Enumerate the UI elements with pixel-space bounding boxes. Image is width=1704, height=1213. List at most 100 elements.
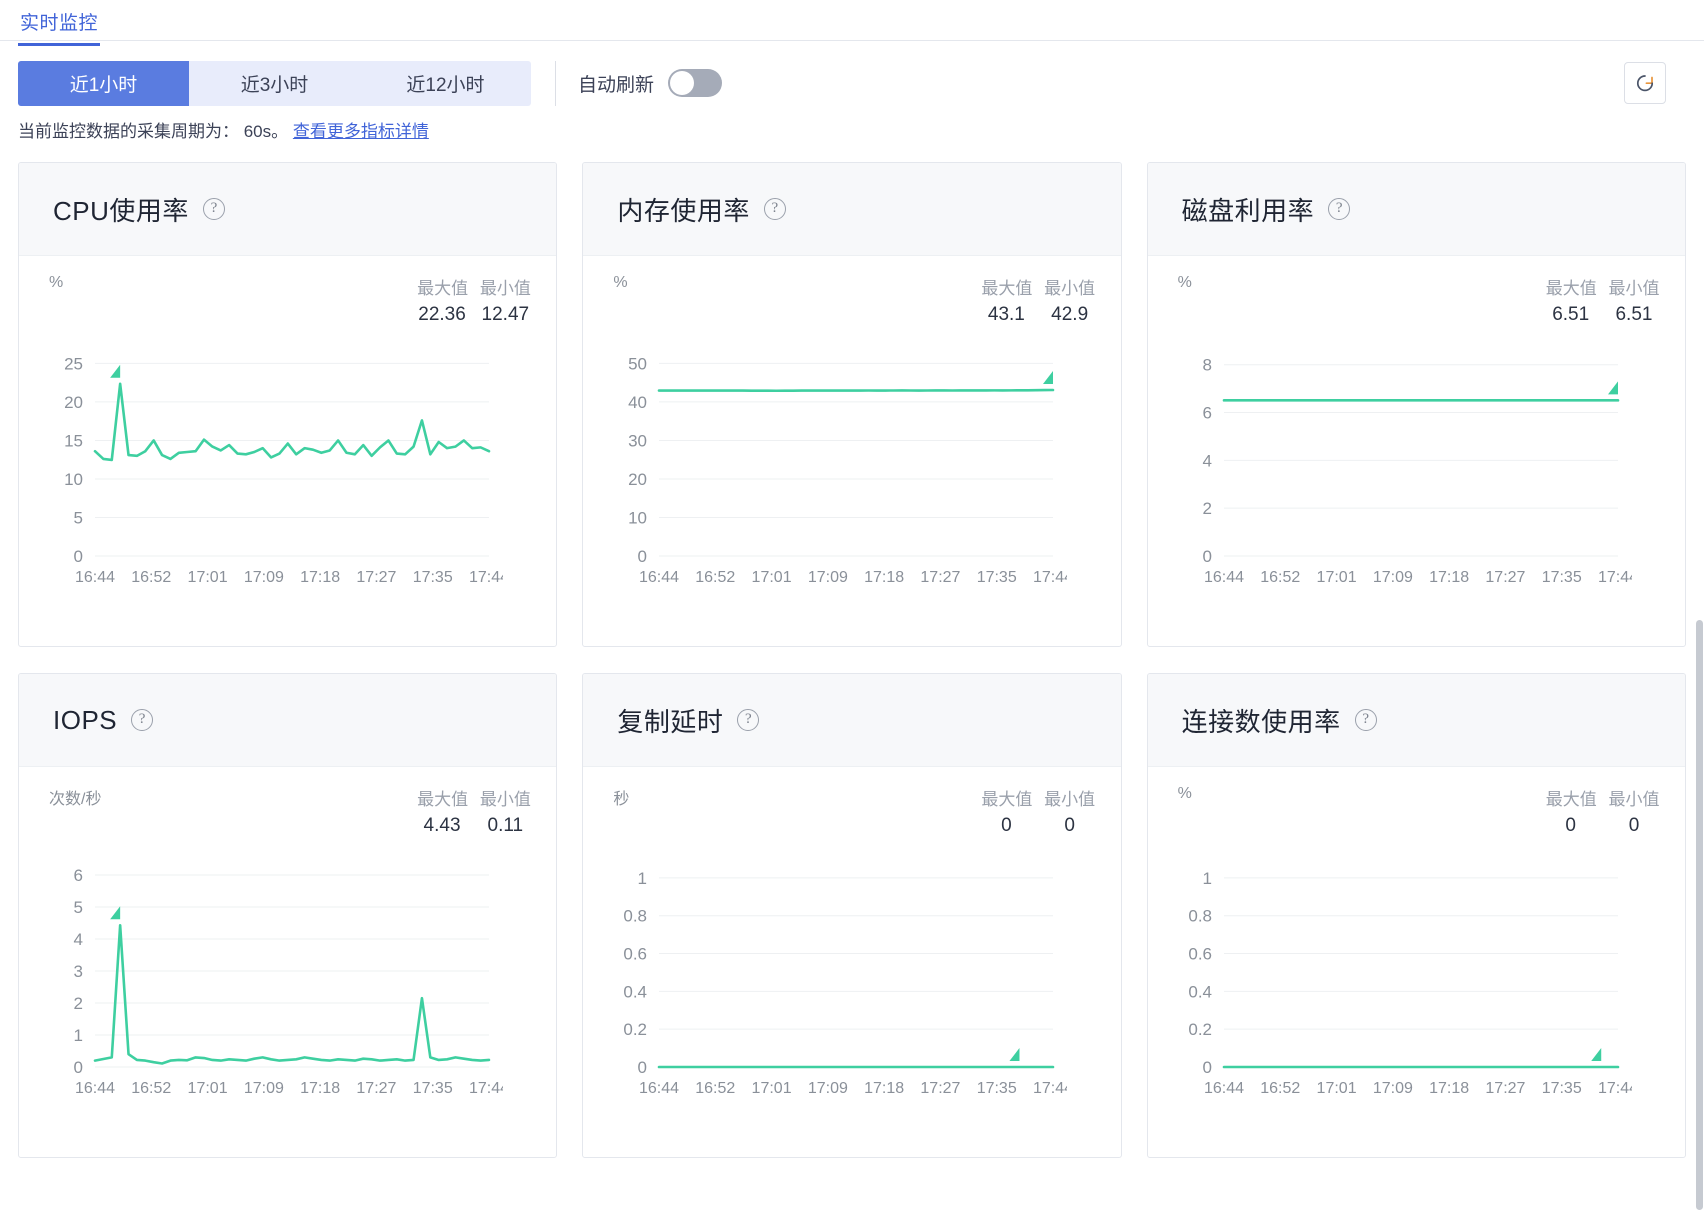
svg-text:5: 5 bbox=[74, 898, 83, 917]
card-meta: 次数/秒 最大值 最小值 4.43 0.11 bbox=[33, 767, 542, 837]
help-icon[interactable]: ? bbox=[1328, 198, 1351, 220]
toolbar-divider bbox=[555, 60, 556, 106]
minmax-values: 0 0 bbox=[977, 815, 1098, 837]
minmax-block: 最大值 最小值 4.43 0.11 bbox=[413, 785, 534, 837]
time-range-1h[interactable]: 近1小时 bbox=[18, 60, 189, 106]
metric-card-replication-delay: 复制延时 ? 秒 最大值 最小值 0 0 bbox=[582, 673, 1122, 1158]
svg-text:17:09: 17:09 bbox=[808, 1080, 848, 1097]
svg-text:16:44: 16:44 bbox=[1204, 569, 1244, 586]
svg-text:17:09: 17:09 bbox=[244, 1080, 284, 1097]
svg-text:25: 25 bbox=[64, 354, 83, 373]
card-body: 秒 最大值 最小值 0 0 0 0.2 0.4 0.6 0.8 1 16:44 16:52 17… bbox=[583, 767, 1120, 1157]
svg-text:17:09: 17:09 bbox=[808, 569, 848, 586]
minmax-values: 43.1 42.9 bbox=[977, 304, 1098, 326]
min-header: 最小值 bbox=[1044, 790, 1096, 809]
tab-realtime-monitoring[interactable]: 实时监控 bbox=[18, 2, 101, 46]
svg-text:50: 50 bbox=[628, 354, 647, 373]
line-chart[interactable]: 0 1 2 3 4 5 6 16:44 16:52 17:01 17:09 17:18 17:27 17:… bbox=[33, 847, 542, 1107]
max-value: 0 bbox=[1001, 815, 1012, 836]
card-title: 复制延时 bbox=[617, 706, 724, 737]
svg-text:16:52: 16:52 bbox=[1260, 1080, 1300, 1097]
svg-text:17:09: 17:09 bbox=[1372, 1080, 1412, 1097]
svg-text:17:01: 17:01 bbox=[752, 569, 792, 586]
line-chart[interactable]: 0 0.2 0.4 0.6 0.8 1 16:44 16:52 17:01 17:09 17:18 1… bbox=[597, 847, 1106, 1107]
svg-text:0: 0 bbox=[74, 1058, 83, 1077]
svg-text:40: 40 bbox=[628, 393, 647, 412]
max-header: 最大值 bbox=[981, 279, 1033, 298]
svg-text:17:35: 17:35 bbox=[1541, 1080, 1581, 1097]
minmax-block: 最大值 最小值 0 0 bbox=[1542, 785, 1663, 837]
card-header: IOPS ? bbox=[19, 674, 557, 767]
svg-text:17:09: 17:09 bbox=[244, 569, 284, 586]
card-title: 磁盘利用率 bbox=[1181, 195, 1315, 226]
minmax-block: 最大值 最小值 6.51 6.51 bbox=[1542, 274, 1663, 326]
line-chart[interactable]: 0 0.2 0.4 0.6 0.8 1 16:44 16:52 17:01 17:09 17:18 1… bbox=[1162, 847, 1671, 1107]
toggle-knob bbox=[670, 71, 695, 95]
help-icon[interactable]: ? bbox=[131, 709, 154, 731]
min-value: 0.11 bbox=[487, 815, 524, 836]
auto-refresh-toggle[interactable] bbox=[668, 69, 723, 97]
refresh-icon bbox=[1636, 75, 1654, 92]
svg-text:0: 0 bbox=[1202, 547, 1211, 566]
svg-text:0.8: 0.8 bbox=[1188, 907, 1212, 926]
svg-text:2: 2 bbox=[74, 994, 83, 1013]
refresh-button[interactable] bbox=[1624, 62, 1666, 104]
svg-text:17:44: 17:44 bbox=[1033, 1080, 1067, 1097]
min-header: 最小值 bbox=[479, 279, 531, 298]
help-icon[interactable]: ? bbox=[737, 709, 760, 731]
card-meta: % 最大值 最小值 0 0 bbox=[1162, 767, 1671, 837]
minmax-block: 最大值 最小值 22.36 12.47 bbox=[413, 274, 534, 326]
help-icon[interactable]: ? bbox=[202, 198, 225, 220]
svg-text:6: 6 bbox=[1202, 404, 1211, 423]
max-value: 4.43 bbox=[423, 815, 461, 836]
svg-text:16:44: 16:44 bbox=[75, 569, 115, 586]
svg-text:17:35: 17:35 bbox=[977, 1080, 1017, 1097]
line-chart[interactable]: 0 5 10 15 20 25 16:44 16:52 17:01 17:09 17:18 17:27… bbox=[33, 336, 542, 596]
scrollbar-thumb[interactable] bbox=[1696, 620, 1703, 1210]
page-scrollbar[interactable] bbox=[1695, 0, 1704, 1213]
toolbar: 近1小时 近3小时 近12小时 自动刷新 bbox=[0, 41, 1704, 125]
card-title: CPU使用率 bbox=[53, 195, 189, 226]
max-header: 最大值 bbox=[981, 790, 1033, 809]
svg-text:0.6: 0.6 bbox=[624, 945, 648, 964]
more-metrics-link[interactable]: 查看更多指标详情 bbox=[292, 122, 429, 141]
card-header: 磁盘利用率 ? bbox=[1147, 163, 1685, 256]
svg-text:17:35: 17:35 bbox=[413, 1080, 453, 1097]
svg-text:0.4: 0.4 bbox=[1188, 982, 1212, 1001]
time-range-3h[interactable]: 近3小时 bbox=[240, 74, 309, 96]
svg-text:17:44: 17:44 bbox=[469, 1080, 503, 1097]
min-value: 0 bbox=[1064, 815, 1075, 836]
svg-text:0.2: 0.2 bbox=[1188, 1020, 1212, 1039]
svg-text:17:27: 17:27 bbox=[1485, 1080, 1525, 1097]
card-header: 复制延时 ? bbox=[583, 674, 1121, 767]
help-icon[interactable]: ? bbox=[763, 198, 786, 220]
unit-label: % bbox=[1177, 274, 1192, 291]
max-value: 22.36 bbox=[418, 304, 466, 325]
unit-label: % bbox=[1177, 785, 1192, 802]
svg-text:6: 6 bbox=[74, 866, 83, 885]
time-range-12h[interactable]: 近12小时 bbox=[406, 74, 485, 96]
metrics-grid: CPU使用率 ? % 最大值 最小值 22.36 12.47 bbox=[0, 162, 1704, 1158]
line-chart[interactable]: 0 10 20 30 40 50 16:44 16:52 17:01 17:09 17:18 17:2… bbox=[597, 336, 1106, 596]
svg-text:17:35: 17:35 bbox=[1541, 569, 1581, 586]
min-value: 42.9 bbox=[1051, 304, 1089, 325]
metric-card-iops: IOPS ? 次数/秒 最大值 最小值 4.43 0.11 bbox=[18, 673, 558, 1158]
card-meta: % 最大值 最小值 22.36 12.47 bbox=[33, 256, 542, 326]
metric-card-connection-usage: 连接数使用率 ? % 最大值 最小值 0 0 bbox=[1146, 673, 1686, 1158]
tab-bar: 实时监控 bbox=[0, 0, 1704, 46]
svg-text:17:09: 17:09 bbox=[1372, 569, 1412, 586]
card-header: CPU使用率 ? bbox=[19, 163, 557, 256]
svg-text:17:44: 17:44 bbox=[469, 569, 503, 586]
svg-text:16:44: 16:44 bbox=[639, 569, 679, 586]
minmax-values: 6.51 6.51 bbox=[1542, 304, 1663, 326]
line-chart[interactable]: 0 2 4 6 8 16:44 16:52 17:01 17:09 17:18 17:27 17:35… bbox=[1162, 336, 1671, 596]
svg-text:16:44: 16:44 bbox=[75, 1080, 115, 1097]
help-icon[interactable]: ? bbox=[1354, 709, 1377, 731]
max-value: 43.1 bbox=[987, 304, 1025, 325]
svg-text:17:27: 17:27 bbox=[356, 1080, 396, 1097]
metric-card-disk-utilization: 磁盘利用率 ? % 最大值 最小值 6.51 6.51 bbox=[1146, 162, 1686, 647]
min-header: 最小值 bbox=[1608, 279, 1660, 298]
max-value: 6.51 bbox=[1552, 304, 1590, 325]
card-meta: 秒 最大值 最小值 0 0 bbox=[597, 767, 1106, 837]
svg-text:8: 8 bbox=[1202, 356, 1211, 375]
